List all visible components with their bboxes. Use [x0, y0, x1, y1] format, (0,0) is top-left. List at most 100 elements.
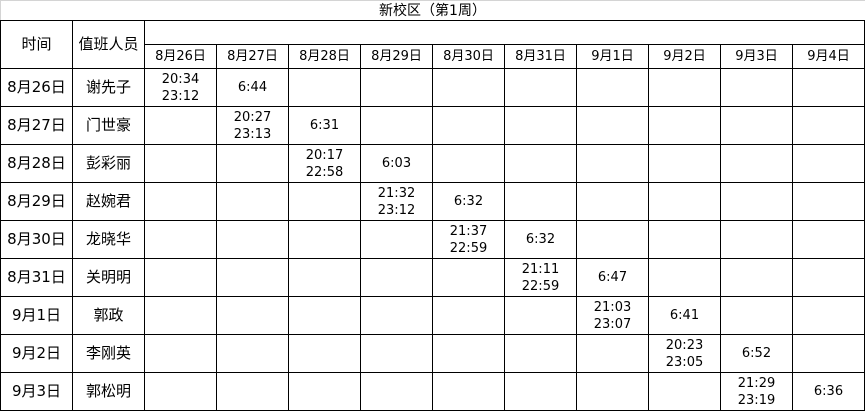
- time-record-cell[interactable]: [720, 106, 793, 145]
- time-record-cell[interactable]: [360, 220, 433, 259]
- time-record-cell[interactable]: 20:17 22:58: [288, 144, 361, 183]
- time-record-cell[interactable]: [720, 220, 793, 259]
- time-record-cell[interactable]: [792, 258, 865, 297]
- time-record-cell[interactable]: 6:32: [432, 182, 505, 221]
- time-record-cell[interactable]: [360, 68, 433, 107]
- date-header-cell[interactable]: 9月4日: [792, 44, 865, 69]
- time-record-cell[interactable]: [360, 106, 433, 145]
- time-record-cell[interactable]: [792, 144, 865, 183]
- time-record-cell[interactable]: 6:32: [504, 220, 577, 259]
- time-record-cell[interactable]: 21:32 23:12: [360, 182, 433, 221]
- time-record-cell[interactable]: [504, 372, 577, 411]
- time-record-cell[interactable]: 20:34 23:12: [144, 68, 217, 107]
- time-record-cell[interactable]: [504, 182, 577, 221]
- time-record-cell[interactable]: [360, 258, 433, 297]
- time-record-cell[interactable]: [432, 106, 505, 145]
- time-record-cell[interactable]: 6:52: [720, 334, 793, 373]
- time-record-cell[interactable]: [504, 144, 577, 183]
- time-record-cell[interactable]: [432, 296, 505, 335]
- time-record-cell[interactable]: [648, 68, 721, 107]
- staff-cell[interactable]: 李刚英: [72, 334, 145, 373]
- time-record-cell[interactable]: [360, 334, 433, 373]
- staff-cell[interactable]: 郭松明: [72, 372, 145, 411]
- time-record-cell[interactable]: 20:23 23:05: [648, 334, 721, 373]
- time-record-cell[interactable]: [432, 68, 505, 107]
- time-record-cell[interactable]: 21:29 23:19: [720, 372, 793, 411]
- time-record-cell[interactable]: [144, 334, 217, 373]
- time-record-cell[interactable]: [144, 372, 217, 411]
- time-record-cell[interactable]: [504, 296, 577, 335]
- time-record-cell[interactable]: 6:41: [648, 296, 721, 335]
- time-cell[interactable]: 9月3日: [0, 372, 73, 411]
- time-record-cell[interactable]: [432, 334, 505, 373]
- time-record-cell[interactable]: [792, 334, 865, 373]
- time-record-cell[interactable]: [504, 334, 577, 373]
- time-record-cell[interactable]: [576, 182, 649, 221]
- staff-cell[interactable]: 龙晓华: [72, 220, 145, 259]
- time-record-cell[interactable]: [576, 334, 649, 373]
- time-record-cell[interactable]: [144, 144, 217, 183]
- time-record-cell[interactable]: [144, 106, 217, 145]
- time-cell[interactable]: 8月27日: [0, 106, 73, 145]
- time-record-cell[interactable]: [504, 106, 577, 145]
- time-record-cell[interactable]: [648, 258, 721, 297]
- time-record-cell[interactable]: [792, 106, 865, 145]
- time-record-cell[interactable]: 6:47: [576, 258, 649, 297]
- time-record-cell[interactable]: [432, 258, 505, 297]
- time-record-cell[interactable]: [288, 296, 361, 335]
- staff-cell[interactable]: 彭彩丽: [72, 144, 145, 183]
- time-record-cell[interactable]: [576, 68, 649, 107]
- time-record-cell[interactable]: 20:27 23:13: [216, 106, 289, 145]
- time-record-cell[interactable]: [720, 296, 793, 335]
- time-cell[interactable]: 8月28日: [0, 144, 73, 183]
- time-record-cell[interactable]: [648, 372, 721, 411]
- header-blank-cell[interactable]: [144, 20, 865, 45]
- time-record-cell[interactable]: [432, 144, 505, 183]
- time-record-cell[interactable]: [144, 258, 217, 297]
- time-record-cell[interactable]: [576, 144, 649, 183]
- time-record-cell[interactable]: [576, 372, 649, 411]
- date-header-cell[interactable]: 8月30日: [432, 44, 505, 69]
- time-record-cell[interactable]: [360, 296, 433, 335]
- time-record-cell[interactable]: [144, 220, 217, 259]
- date-header-cell[interactable]: 8月28日: [288, 44, 361, 69]
- time-record-cell[interactable]: [720, 182, 793, 221]
- time-record-cell[interactable]: [792, 296, 865, 335]
- time-record-cell[interactable]: [576, 220, 649, 259]
- time-record-cell[interactable]: 6:31: [288, 106, 361, 145]
- time-record-cell[interactable]: [576, 106, 649, 145]
- date-header-cell[interactable]: 8月29日: [360, 44, 433, 69]
- time-record-cell[interactable]: [216, 182, 289, 221]
- time-record-cell[interactable]: 21:11 22:59: [504, 258, 577, 297]
- time-record-cell[interactable]: [216, 372, 289, 411]
- time-record-cell[interactable]: [288, 220, 361, 259]
- time-cell[interactable]: 8月30日: [0, 220, 73, 259]
- date-header-cell[interactable]: 9月3日: [720, 44, 793, 69]
- time-record-cell[interactable]: 21:03 23:07: [576, 296, 649, 335]
- time-record-cell[interactable]: 6:03: [360, 144, 433, 183]
- time-record-cell[interactable]: [648, 144, 721, 183]
- time-record-cell[interactable]: [144, 296, 217, 335]
- time-record-cell[interactable]: [504, 68, 577, 107]
- staff-cell[interactable]: 关明明: [72, 258, 145, 297]
- time-record-cell[interactable]: [792, 220, 865, 259]
- time-record-cell[interactable]: [432, 372, 505, 411]
- date-header-cell[interactable]: 9月2日: [648, 44, 721, 69]
- time-record-cell[interactable]: [288, 372, 361, 411]
- header-staff[interactable]: 值班人员: [72, 20, 145, 69]
- time-record-cell[interactable]: [288, 68, 361, 107]
- date-header-cell[interactable]: 8月26日: [144, 44, 217, 69]
- time-record-cell[interactable]: [720, 258, 793, 297]
- time-record-cell[interactable]: 6:36: [792, 372, 865, 411]
- time-cell[interactable]: 8月31日: [0, 258, 73, 297]
- time-record-cell[interactable]: [648, 182, 721, 221]
- date-header-cell[interactable]: 8月31日: [504, 44, 577, 69]
- time-record-cell[interactable]: [216, 296, 289, 335]
- time-record-cell[interactable]: [648, 106, 721, 145]
- time-record-cell[interactable]: [792, 68, 865, 107]
- time-record-cell[interactable]: [288, 334, 361, 373]
- time-cell[interactable]: 8月26日: [0, 68, 73, 107]
- time-record-cell[interactable]: 21:37 22:59: [432, 220, 505, 259]
- time-record-cell[interactable]: [288, 182, 361, 221]
- time-record-cell[interactable]: [288, 258, 361, 297]
